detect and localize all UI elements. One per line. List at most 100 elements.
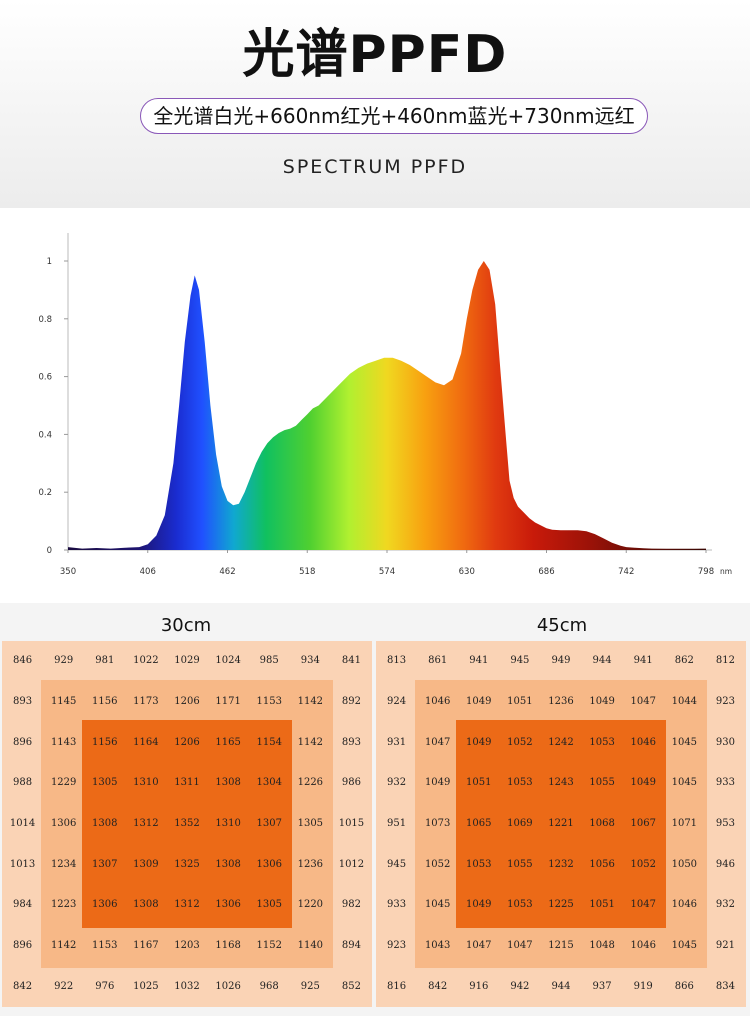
ppfd-cell: 1055 <box>507 858 533 870</box>
ppfd-cell: 1052 <box>424 858 451 870</box>
ppfd-cell: 1242 <box>548 736 574 748</box>
x-axis-unit: nm <box>720 567 732 576</box>
ppfd-cell: 951 <box>387 818 407 829</box>
ppfd-grid-45cm: 813 861 941 945 949 944 941 862 812 924 1046 1049 10… <box>376 641 746 1007</box>
ppfd-cell: 1046 <box>630 736 656 748</box>
x-tick-label: 462 <box>219 567 235 577</box>
ppfd-cell: 1049 <box>466 736 492 748</box>
ppfd-cell: 1220 <box>297 899 324 911</box>
ppfd-cell: 1051 <box>466 777 492 789</box>
ppfd-cell: 852 <box>341 980 361 992</box>
ppfd-cell: 1310 <box>215 818 241 829</box>
ppfd-cell: 1073 <box>424 818 451 829</box>
ppfd-cell: 984 <box>13 899 33 911</box>
ppfd-cell: 921 <box>715 940 735 951</box>
ppfd-cell: 1145 <box>50 696 77 707</box>
ppfd-cell: 893 <box>13 696 33 707</box>
ppfd-cell: 1165 <box>215 736 241 748</box>
ppfd-cell: 953 <box>715 818 735 829</box>
ppfd-cell: 1306 <box>256 858 282 870</box>
chart-tick-labels: 350 406 462 518 574 630 686 742 798 nm 0 0.2 0.4 0.6 0… <box>38 257 732 577</box>
ppfd-cell: 1056 <box>589 858 615 870</box>
ppfd-cell: 861 <box>428 655 448 667</box>
ppfd-cell: 1065 <box>466 818 492 829</box>
ppfd-cell: 1306 <box>92 899 118 911</box>
ppfd-cell: 930 <box>715 736 735 748</box>
ppfd-cell: 944 <box>551 980 571 992</box>
ppfd-cell: 946 <box>715 858 735 870</box>
ppfd-cell: 1236 <box>297 858 324 870</box>
ppfd-cell: 1325 <box>174 858 200 870</box>
ppfd-cell: 941 <box>633 655 653 667</box>
grid-title-45cm: 45cm <box>536 615 588 636</box>
ppfd-cell: 1171 <box>215 696 241 707</box>
ppfd-cell: 1306 <box>50 818 77 829</box>
grid-title-30cm: 30cm <box>160 615 212 636</box>
ppfd-cell: 932 <box>387 777 407 789</box>
ppfd-cell: 842 <box>428 980 448 992</box>
ppfd-cell: 1352 <box>174 818 200 829</box>
ppfd-cell: 933 <box>715 777 735 789</box>
ppfd-cell: 1173 <box>133 696 159 707</box>
ppfd-cell: 922 <box>54 980 74 992</box>
ppfd-cell: 916 <box>469 980 489 992</box>
ppfd-cell: 1049 <box>466 696 492 707</box>
spectrum-description-pill: 全光谱白光+660nm红光+460nm蓝光+730nm远红 <box>140 98 648 134</box>
ppfd-cell: 1305 <box>256 899 282 911</box>
ppfd-cell: 1156 <box>92 736 118 748</box>
ppfd-cell: 1206 <box>174 736 200 748</box>
x-tick-label: 630 <box>459 567 475 577</box>
ppfd-cell: 813 <box>387 655 407 667</box>
ppfd-cell: 923 <box>715 696 735 707</box>
ppfd-cell: 896 <box>13 940 33 951</box>
y-tick-label: 0.2 <box>38 488 52 498</box>
ppfd-cell: 1215 <box>548 940 574 951</box>
ppfd-cell: 834 <box>715 980 735 992</box>
x-tick-label: 686 <box>538 567 554 577</box>
ppfd-cell: 1305 <box>297 818 324 829</box>
ppfd-cell: 976 <box>95 980 115 992</box>
ppfd-cell: 988 <box>13 777 33 789</box>
ppfd-cell: 986 <box>341 777 361 789</box>
ppfd-cell: 1024 <box>215 655 241 667</box>
header-section: 光谱PPFD 全光谱白光+660nm红光+460nm蓝光+730nm远红 SPE… <box>0 0 750 208</box>
y-tick-label: 0.6 <box>38 373 52 383</box>
ppfd-cell: 1142 <box>297 696 324 707</box>
spectrum-chart-section: 350 406 462 518 574 630 686 742 798 nm 0 0.2 0.4 0.6 0… <box>0 208 750 603</box>
ppfd-cell: 1046 <box>630 940 656 951</box>
ppfd-cell: 1014 <box>9 818 36 829</box>
ppfd-cell: 1307 <box>256 818 282 829</box>
ppfd-cell: 949 <box>551 655 571 667</box>
ppfd-cell: 1052 <box>507 736 533 748</box>
ppfd-cell: 1046 <box>424 696 451 707</box>
ppfd-cell: 1045 <box>671 940 698 951</box>
ppfd-cell: 1053 <box>507 899 533 911</box>
ppfd-cell: 892 <box>341 696 361 707</box>
ppfd-cell: 1164 <box>133 736 159 748</box>
ppfd-cell: 1046 <box>671 899 698 911</box>
ppfd-cell: 1053 <box>507 777 533 789</box>
ppfd-cell: 1308 <box>215 858 241 870</box>
ppfd-cell: 1049 <box>466 899 492 911</box>
ppfd-cell: 1308 <box>215 777 241 789</box>
page-subtitle: SPECTRUM PPFD <box>282 156 468 178</box>
ppfd-zone-center <box>456 720 666 928</box>
ppfd-cell: 985 <box>259 655 279 667</box>
ppfd-cell: 931 <box>387 736 407 748</box>
ppfd-cell: 1026 <box>215 980 241 992</box>
ppfd-cell: 1052 <box>630 858 656 870</box>
ppfd-cell: 862 <box>674 655 694 667</box>
ppfd-zone-center <box>82 720 292 928</box>
ppfd-cell: 981 <box>95 655 115 667</box>
ppfd-cell: 1053 <box>589 736 615 748</box>
ppfd-cell: 1236 <box>548 696 574 707</box>
ppfd-cell: 1308 <box>133 899 159 911</box>
ppfd-cell: 1156 <box>92 696 118 707</box>
ppfd-cell: 841 <box>341 655 361 667</box>
ppfd-cell: 1013 <box>9 858 36 870</box>
ppfd-cell: 1025 <box>133 980 159 992</box>
ppfd-cell: 1152 <box>256 940 282 951</box>
ppfd-cell: 934 <box>300 655 320 667</box>
ppfd-cell: 923 <box>387 940 407 951</box>
ppfd-cell: 1229 <box>50 777 77 789</box>
